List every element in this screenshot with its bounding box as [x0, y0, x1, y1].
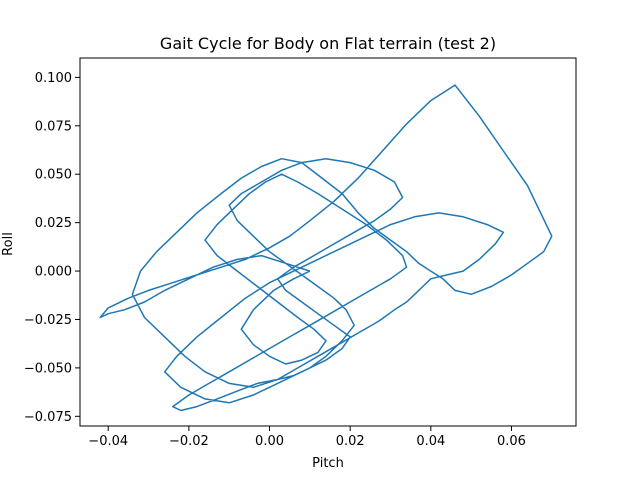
x-tick-label: 0.06	[497, 434, 526, 449]
x-axis: −0.04 −0.02 0.00 0.02 0.04 0.06	[88, 426, 526, 449]
x-tick-label: 0.04	[416, 434, 445, 449]
plot-area	[99, 84, 553, 412]
y-tick-label: 0.100	[35, 71, 72, 86]
chart-title: Gait Cycle for Body on Flat terrain (tes…	[160, 34, 496, 53]
y-axis-label: Roll	[1, 232, 16, 256]
y-tick-label: −0.075	[24, 410, 72, 425]
y-tick-label: 0.075	[35, 119, 72, 134]
x-tick-label: 0.00	[255, 434, 284, 449]
plot-frame	[79, 57, 577, 427]
y-tick-label: −0.025	[24, 313, 72, 328]
y-tick-label: 0.000	[35, 265, 72, 280]
x-axis-label: Pitch	[312, 456, 344, 471]
x-tick-label: −0.02	[169, 434, 209, 449]
y-axis: −0.075 −0.050 −0.025 0.000 0.025 0.050 0.075 0.…	[24, 71, 80, 425]
y-tick-label: 0.025	[35, 216, 72, 231]
y-tick-label: −0.050	[24, 361, 72, 376]
series-line	[99, 84, 553, 412]
y-tick-label: 0.050	[35, 168, 72, 183]
x-tick-label: 0.02	[336, 434, 365, 449]
x-tick-label: −0.04	[88, 434, 128, 449]
